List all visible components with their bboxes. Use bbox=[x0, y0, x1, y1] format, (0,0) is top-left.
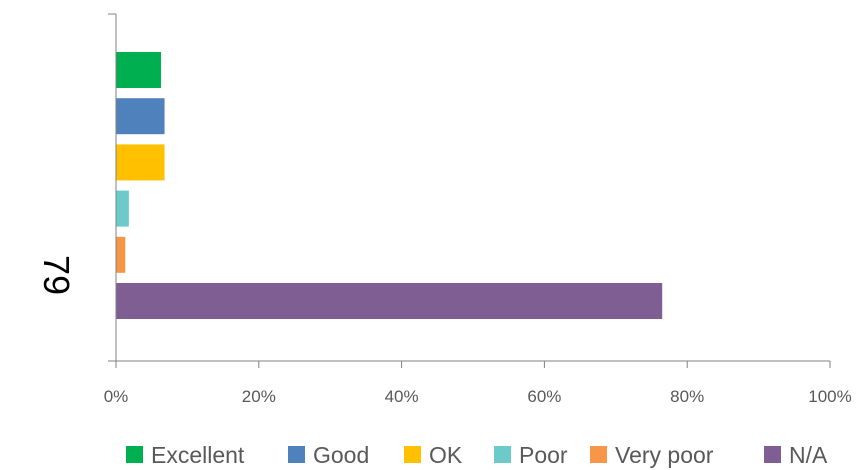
legend-swatch bbox=[288, 446, 305, 463]
legend-label: Poor bbox=[519, 442, 568, 468]
legend-label: Excellent bbox=[151, 442, 245, 468]
x-tick-label: 100% bbox=[808, 387, 851, 406]
legend-swatch bbox=[590, 446, 607, 463]
x-tick-label: 40% bbox=[385, 387, 419, 406]
legend: Excellent Good OK Poor Very poor N/A bbox=[126, 442, 828, 468]
bar-very-poor bbox=[116, 236, 126, 273]
legend-label: N/A bbox=[789, 442, 828, 468]
legend-swatch bbox=[764, 446, 781, 463]
bar-ok bbox=[116, 144, 165, 181]
legend-swatch bbox=[404, 446, 421, 463]
legend-swatch bbox=[494, 446, 511, 463]
legend-label: Good bbox=[313, 442, 369, 468]
x-tick-label: 20% bbox=[242, 387, 276, 406]
bar-excellent bbox=[116, 52, 161, 88]
bar-good bbox=[116, 98, 165, 135]
bar-poor bbox=[116, 190, 129, 227]
x-tick-label: 60% bbox=[527, 387, 561, 406]
x-tick-label: 0% bbox=[104, 387, 129, 406]
x-axis-ticks: 0% 20% 40% 60% 80% 100% bbox=[104, 13, 852, 406]
x-tick-label: 80% bbox=[670, 387, 704, 406]
category-label: 79 bbox=[36, 255, 77, 295]
legend-label: OK bbox=[429, 442, 463, 468]
legend-label: Very poor bbox=[615, 442, 714, 468]
legend-swatch bbox=[126, 446, 143, 463]
bar-n-a bbox=[116, 283, 663, 319]
bars-layer bbox=[116, 52, 663, 319]
